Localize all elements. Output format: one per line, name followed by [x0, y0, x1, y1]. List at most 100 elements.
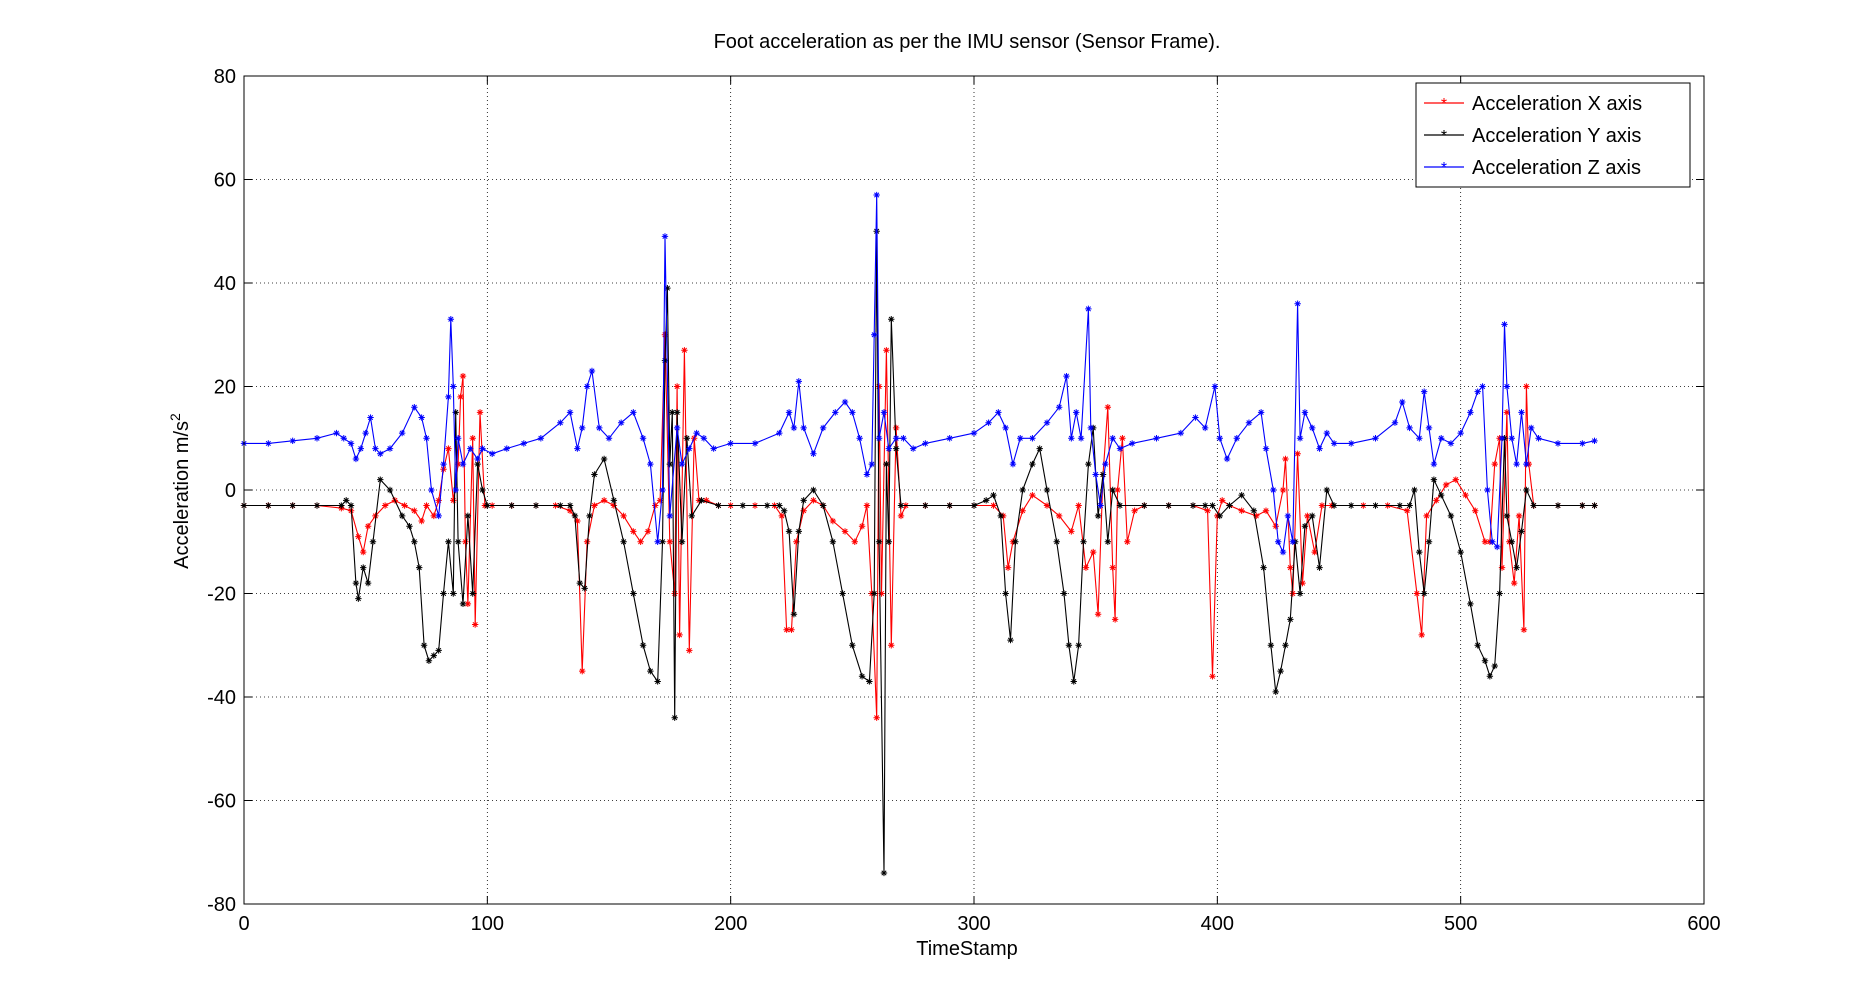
- data-point-y: [1579, 502, 1586, 509]
- data-point-y: [970, 502, 978, 509]
- data-point-y: [1216, 512, 1223, 520]
- data-point-y: [1065, 642, 1073, 649]
- y-axis-label-text: Acceleration m/s: [171, 421, 193, 569]
- data-point-y: [1085, 460, 1092, 468]
- data-point-y: [669, 409, 676, 416]
- data-point-x: [1511, 579, 1518, 587]
- data-point-y: [610, 497, 618, 504]
- data-point-z: [1102, 460, 1109, 468]
- data-point-z: [1489, 538, 1496, 545]
- data-point-z: [617, 419, 625, 426]
- data-point-y: [484, 502, 491, 509]
- data-point-z: [1216, 435, 1223, 442]
- data-point-y: [1591, 502, 1598, 509]
- data-point-x: [1418, 631, 1425, 639]
- data-point-z: [1535, 435, 1542, 442]
- data-point-z: [398, 429, 406, 437]
- data-point-x: [661, 331, 669, 338]
- data-point-y: [1420, 590, 1428, 597]
- data-point-x: [666, 538, 674, 545]
- data-point-z: [710, 445, 717, 452]
- data-point-y: [763, 502, 771, 509]
- data-point-z: [1508, 435, 1515, 442]
- data-point-z: [333, 429, 340, 437]
- data-point-z: [1087, 424, 1094, 432]
- data-point-x: [430, 512, 437, 520]
- y-tick-label: -40: [207, 687, 236, 709]
- data-point-y: [982, 497, 990, 504]
- data-point-x: [462, 538, 469, 545]
- data-point-z: [347, 440, 355, 447]
- data-point-x: [1491, 460, 1498, 468]
- data-point-z: [352, 455, 360, 463]
- data-point-y: [688, 512, 695, 520]
- data-point-y: [576, 579, 583, 587]
- data-point-x: [1442, 481, 1450, 489]
- data-point-z: [1330, 440, 1338, 447]
- data-point-x: [892, 424, 900, 432]
- data-point-x: [457, 393, 464, 401]
- data-point-x: [574, 517, 581, 525]
- data-point-y: [1301, 523, 1309, 530]
- data-point-x: [469, 435, 476, 442]
- data-point-z: [790, 424, 798, 432]
- data-point-x: [1413, 590, 1421, 597]
- data-point-z: [367, 414, 374, 421]
- legend-label-z: Acceleration Z axis: [1472, 157, 1641, 179]
- data-point-z: [1029, 435, 1036, 442]
- x-tick-label: 100: [471, 913, 504, 935]
- data-point-y: [1416, 548, 1423, 556]
- data-point-y: [313, 502, 321, 509]
- data-point-z: [1296, 435, 1304, 442]
- data-point-y: [1238, 491, 1245, 499]
- data-point-y: [661, 357, 669, 364]
- data-point-y: [829, 538, 837, 545]
- data-point-x: [418, 517, 425, 525]
- data-point-y: [586, 512, 593, 520]
- data-point-z: [727, 440, 734, 447]
- data-point-z: [340, 435, 347, 442]
- data-point-x: [579, 667, 586, 675]
- data-point-x: [1019, 507, 1026, 514]
- data-point-y: [1296, 590, 1304, 597]
- data-point-z: [1073, 409, 1080, 416]
- data-point-x: [1498, 564, 1506, 571]
- y-tick-label: -80: [207, 894, 236, 916]
- data-point-z: [856, 435, 863, 442]
- data-point-y: [479, 486, 486, 494]
- data-point-y: [620, 538, 627, 545]
- data-point-y: [880, 869, 888, 877]
- data-point-y: [364, 579, 372, 587]
- data-point-z: [661, 233, 669, 240]
- data-point-y: [360, 564, 367, 571]
- data-point-z: [489, 450, 496, 457]
- data-point-z: [849, 409, 856, 416]
- data-point-z: [1416, 435, 1423, 442]
- data-point-y: [630, 590, 637, 597]
- data-point-z: [751, 440, 759, 447]
- data-point-z: [1316, 445, 1323, 452]
- data-point-x: [1075, 502, 1082, 509]
- data-point-y: [352, 579, 360, 587]
- data-point-y: [1447, 512, 1455, 520]
- data-point-z: [1479, 383, 1486, 390]
- data-point-z: [450, 383, 457, 390]
- data-point-z: [474, 455, 481, 463]
- data-point-y: [866, 678, 873, 685]
- data-point-x: [788, 626, 795, 633]
- data-point-x: [1029, 491, 1036, 499]
- data-point-y: [459, 600, 467, 608]
- data-point-x: [1523, 383, 1530, 390]
- legend-item-z: * Acceleration Z axis: [1424, 157, 1641, 179]
- data-point-z: [1294, 300, 1301, 307]
- data-point-z: [1323, 429, 1331, 437]
- data-point-z: [579, 424, 586, 432]
- data-point-z: [454, 435, 462, 442]
- data-point-x: [1279, 486, 1287, 494]
- data-point-z: [885, 445, 893, 452]
- data-point-x: [1481, 538, 1489, 545]
- y-tick-label: 20: [214, 377, 236, 399]
- data-point-z: [1279, 548, 1287, 556]
- data-point-y: [343, 497, 350, 504]
